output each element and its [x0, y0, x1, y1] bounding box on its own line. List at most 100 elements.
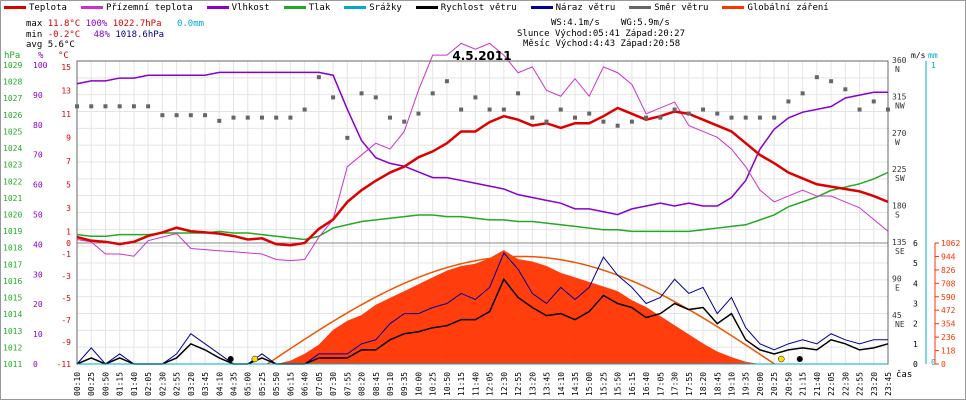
- pressure-tick-label: 1028: [3, 78, 22, 87]
- legend-label: Globální záření: [747, 3, 829, 13]
- direction-tick-letter: NW: [895, 101, 905, 110]
- wind-direction-point: [601, 119, 606, 124]
- sunset: Západ:20:27: [625, 29, 685, 39]
- wind-direction-point: [672, 107, 677, 112]
- x-tick-label: 05:00: [244, 372, 253, 396]
- legend-item: Globální záření: [722, 3, 829, 13]
- wind-direction-point: [615, 123, 620, 128]
- wind-tick-label: 1: [913, 340, 918, 349]
- axis-unit-humidity: %: [38, 51, 44, 61]
- x-tick-label: 15:25: [599, 372, 608, 396]
- pressure-tick-label: 1019: [3, 227, 22, 236]
- direction-tick-degree: 45: [892, 311, 902, 320]
- x-tick-label: 04:35: [230, 372, 239, 396]
- pressure-tick-label: 1024: [3, 144, 22, 153]
- wind-direction-point: [203, 113, 208, 118]
- stats-min-label: min: [26, 30, 43, 40]
- temperature-tick-label: -1: [61, 250, 71, 259]
- pressure-tick-label: 1013: [3, 327, 22, 336]
- pressure-tick-label: 1016: [3, 277, 22, 286]
- temperature-tick-label: 11: [61, 110, 71, 119]
- wind-gust-line: [76, 252, 888, 365]
- sunrise-marker: [251, 355, 259, 363]
- wind-direction-point: [288, 115, 293, 120]
- x-tick-label: 05:50: [272, 372, 281, 396]
- stats-min-hum: 48%: [93, 30, 110, 40]
- wind-direction-point: [658, 115, 663, 120]
- direction-tick-letter: E: [895, 283, 900, 292]
- wind-direction-point: [516, 91, 521, 96]
- stats-avg-temp: 5.6°C: [47, 40, 75, 50]
- wind-direction-point: [245, 115, 250, 120]
- stats-min-press: 1018.6hPa: [115, 30, 165, 40]
- pressure-tick-label: 1020: [3, 211, 22, 220]
- wind-direction-point: [188, 113, 193, 118]
- direction-tick-degree: 135: [892, 238, 907, 247]
- temperature-tick-label: -5: [61, 294, 71, 303]
- legend-label: Srážky: [369, 3, 402, 13]
- wind-direction-point: [829, 79, 834, 84]
- x-tick-label: 11:40: [471, 372, 480, 396]
- x-tick-label: 00:10: [73, 372, 82, 396]
- pressure-tick-label: 1021: [3, 194, 22, 203]
- sunrise: Východ:05:41: [554, 29, 620, 39]
- temperature-tick-label: 9: [66, 133, 71, 142]
- humidity-tick-label: 70: [33, 151, 43, 160]
- wind-direction-point: [686, 111, 691, 116]
- wind-direction-point: [644, 115, 649, 120]
- wind-direction-point: [430, 91, 435, 96]
- moonset: Západ:20:58: [620, 39, 681, 49]
- wind-direction-point: [587, 111, 592, 116]
- wind-direction-point: [814, 75, 819, 80]
- temperature-tick-label: 7: [66, 157, 71, 166]
- x-tick-label: 20:50: [784, 372, 793, 396]
- radiation-tick-label: 0: [941, 360, 946, 369]
- legend-label: Vlhkost: [231, 3, 270, 13]
- x-tick-label: 02:05: [144, 372, 153, 396]
- x-tick-label: 12:55: [514, 372, 523, 396]
- wind-direction-point: [871, 99, 876, 104]
- legend-label: Náraz větru: [555, 3, 616, 13]
- x-tick-label: 13:45: [543, 372, 552, 396]
- stats-avg-label: avg: [26, 40, 43, 50]
- legend-item: Rychlost větru: [415, 3, 517, 13]
- wind-direction-point: [544, 119, 549, 124]
- x-tick-label: 07:30: [329, 372, 338, 396]
- stats-max-press: 1022.7hPa: [112, 19, 162, 29]
- direction-tick-degree: 90: [892, 274, 902, 283]
- stats-max-rain: 0.0mm: [176, 19, 205, 29]
- wind-direction-point: [729, 115, 734, 120]
- humidity-tick-label: 80: [33, 121, 43, 130]
- wind-direction-point: [402, 119, 407, 124]
- x-tick-label: 11:15: [457, 372, 466, 396]
- legend-swatch: [4, 6, 26, 9]
- direction-tick-degree: 360: [892, 56, 907, 65]
- humidity-tick-label: 100: [33, 61, 48, 70]
- radiation-area: [77, 250, 888, 364]
- temperature-tick-label: 0: [66, 239, 71, 248]
- moon-row: Měsíc Východ:4:43 Západ:20:58: [523, 39, 680, 49]
- legend-label: Směr větru: [654, 3, 709, 13]
- wind-wg: WG:5.9m/s: [621, 18, 670, 28]
- wind-direction-point: [701, 107, 706, 112]
- sun-label: Slunce: [517, 29, 550, 39]
- legend-item: Srážky: [344, 3, 402, 13]
- legend-swatch: [344, 6, 367, 9]
- x-tick-label: 10:50: [443, 372, 452, 396]
- legend-item: Směr větru: [629, 3, 708, 13]
- pressure-tick-label: 1018: [3, 244, 22, 253]
- wind-direction-point: [444, 79, 449, 84]
- wind-direction-point: [857, 107, 862, 112]
- wind-speed-line: [76, 277, 889, 365]
- x-axis-label: čas: [896, 369, 912, 380]
- humidity-line: [76, 71, 888, 216]
- x-tick-label: 12:30: [500, 372, 509, 396]
- legend-label: Přízemní teplota: [105, 3, 193, 13]
- temperature-tick-label: 15: [61, 63, 71, 72]
- rain-tick-label: 0: [931, 358, 936, 367]
- temperature-tick-label: 5: [66, 180, 71, 189]
- wind-tick-label: 6: [913, 239, 918, 248]
- x-tick-label: 07:05: [315, 372, 324, 396]
- pressure-tick-label: 1029: [3, 61, 22, 70]
